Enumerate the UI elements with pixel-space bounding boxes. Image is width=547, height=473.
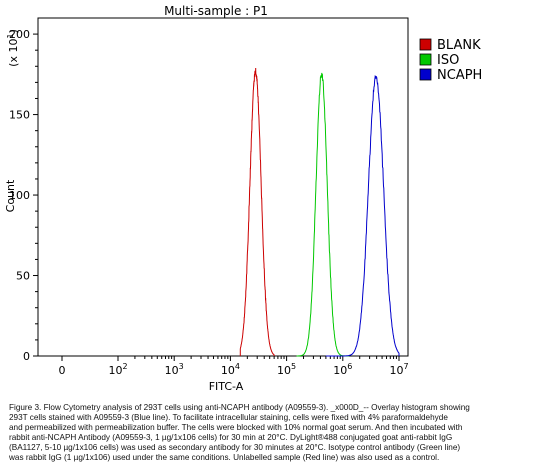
legend-label-blank: BLANK	[437, 38, 481, 53]
legend-swatch-iso	[419, 53, 432, 66]
x-tick-label: 106	[333, 362, 352, 377]
x-axis-label: FITC-A	[209, 380, 244, 393]
y-tick-label: 50	[16, 270, 30, 283]
histogram-series	[239, 67, 400, 357]
flow-cytometry-histogram: Multi-sample : P1 (x 101) Count FITC-A 0…	[4, 4, 482, 393]
legend-label-ncaph: NCAPH	[437, 68, 482, 83]
caption-line: Figure 3. Flow Cytometry analysis of 293…	[9, 403, 470, 412]
x-tick-label: 0	[59, 364, 66, 377]
figure-caption: Figure 3. Flow Cytometry analysis of 293…	[9, 403, 541, 463]
x-tick-label: 107	[389, 362, 408, 377]
y-axis-label: Count	[4, 179, 17, 212]
series-blank-line	[239, 67, 275, 357]
x-tick-label: 104	[221, 362, 240, 377]
x-tick-label: 102	[108, 362, 127, 377]
x-tick-label: 103	[165, 362, 184, 377]
caption-line: rabbit anti-NCAPH Antibody (A09559-3, 1 …	[9, 433, 453, 442]
caption-line: and permeabilized with permeabilization …	[9, 423, 463, 432]
axis-ticks: 0 50 100 150 200 0 102 103 104 105 106 107	[9, 28, 409, 377]
legend-swatch-blank	[419, 38, 432, 51]
x-tick-label: 105	[277, 362, 296, 377]
y-tick-label: 200	[9, 28, 30, 41]
caption-line: 293T cells stained with A09559-3 (Blue l…	[9, 413, 448, 422]
legend-label-iso: ISO	[437, 53, 459, 68]
legend-swatch-ncaph	[419, 68, 432, 81]
series-iso-line	[296, 72, 350, 357]
series-ncaph-line	[325, 74, 400, 357]
y-tick-label: 0	[23, 350, 30, 363]
plot-area-frame	[37, 17, 409, 357]
caption-line: (BA1127, 5-10 µg/1x106 cells) was used a…	[9, 443, 461, 452]
caption-line: was rabbit IgG (1 µg/1x106) used under t…	[9, 453, 440, 462]
y-axis-multiplier: (x 101)	[6, 29, 20, 67]
y-tick-label: 100	[9, 189, 30, 202]
chart-title: Multi-sample : P1	[164, 4, 268, 18]
y-tick-label: 150	[9, 109, 30, 122]
